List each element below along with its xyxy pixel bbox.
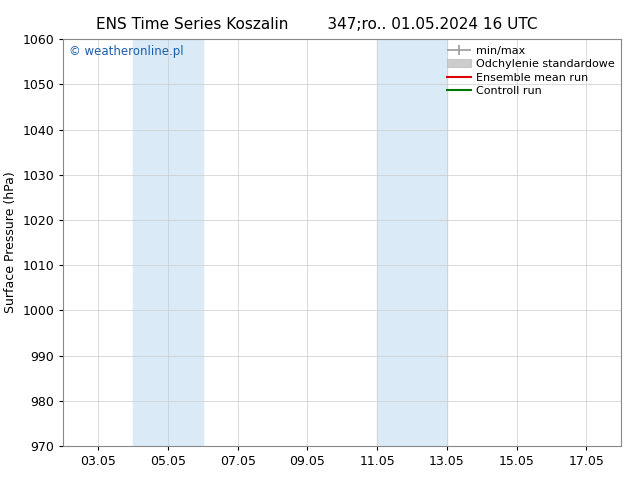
Bar <box>133 39 203 446</box>
Legend: min/max, Odchylenie standardowe, Ensemble mean run, Controll run: min/max, Odchylenie standardowe, Ensembl… <box>443 42 619 100</box>
Bar <box>377 39 447 446</box>
Text: © weatheronline.pl: © weatheronline.pl <box>69 45 184 58</box>
Y-axis label: Surface Pressure (hPa): Surface Pressure (hPa) <box>4 172 17 314</box>
Text: ENS Time Series Koszalin        347;ro.. 01.05.2024 16 UTC: ENS Time Series Koszalin 347;ro.. 01.05.… <box>96 17 538 32</box>
